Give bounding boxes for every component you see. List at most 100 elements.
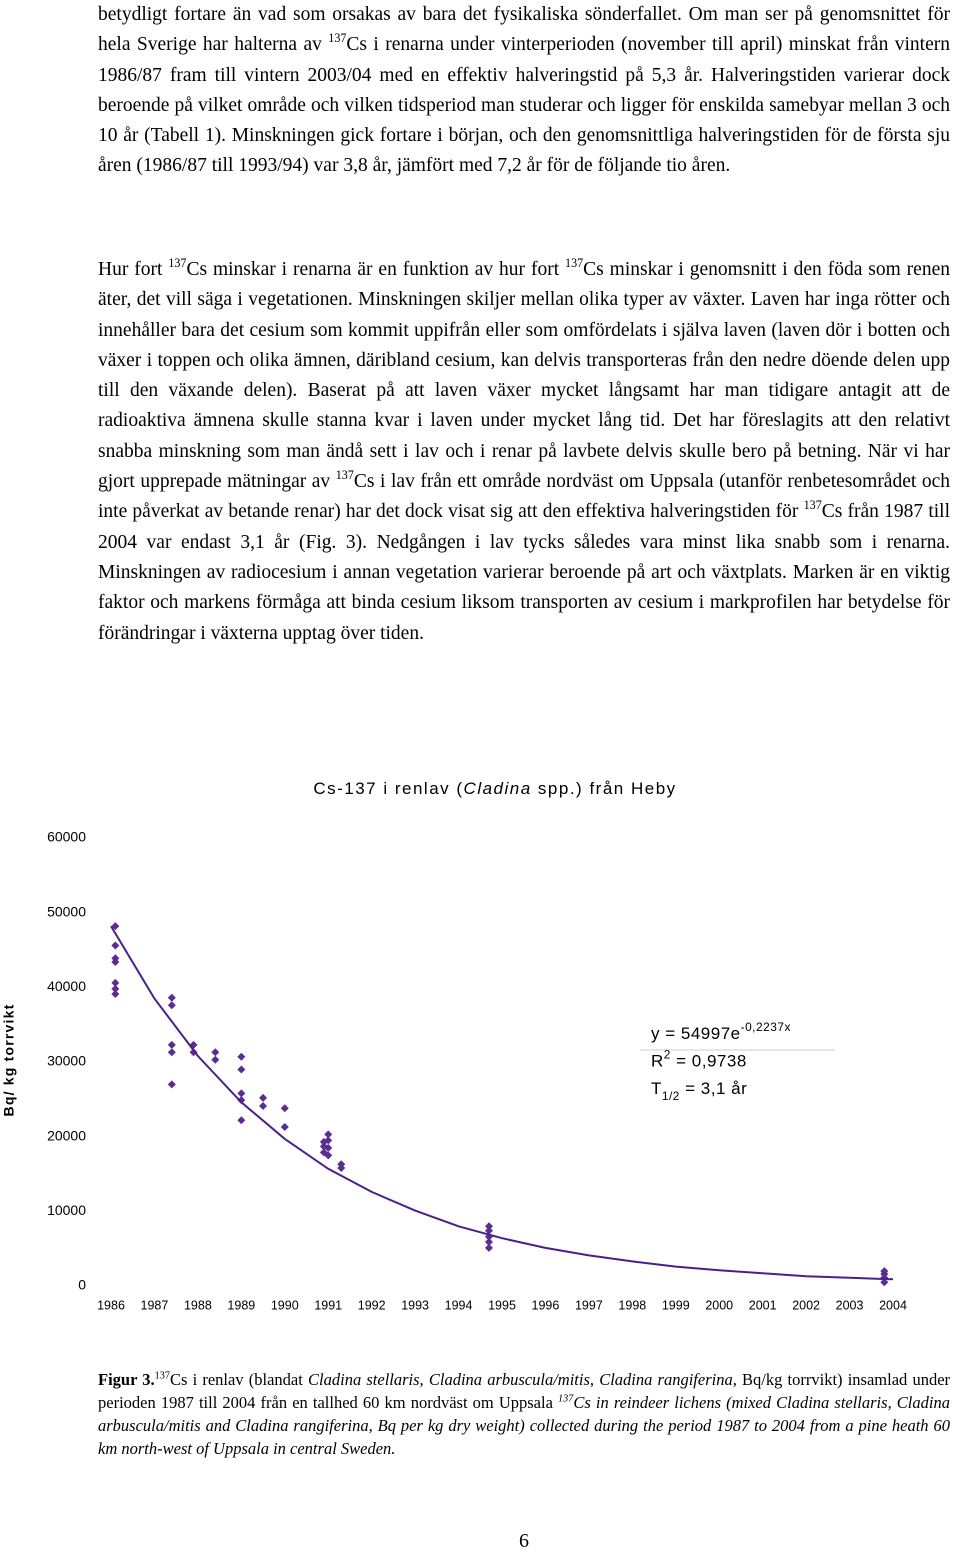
data-point — [880, 1278, 889, 1287]
text-run: Cs-137 i renlav ( — [313, 779, 463, 798]
text-run: 137 — [328, 31, 347, 46]
x-tick-label: 1990 — [271, 1298, 299, 1312]
text-run: Cladina rangiferina — [599, 1370, 733, 1389]
text-run: 2 — [664, 1048, 671, 1062]
text-run: T — [651, 1079, 662, 1098]
y-tick-label: 10000 — [47, 1202, 86, 1218]
y-tick-label: 60000 — [47, 829, 86, 845]
x-tick-label: 1988 — [184, 1298, 212, 1312]
data-point — [111, 984, 120, 993]
text-run: Figur 3. — [98, 1370, 155, 1389]
data-point — [237, 1065, 246, 1074]
text-run: Hur fort — [98, 259, 169, 280]
x-tick-label: 1993 — [401, 1298, 429, 1312]
paragraph: Hur fort 137Cs minskar i renarna är en f… — [98, 255, 950, 649]
data-point — [167, 1080, 176, 1089]
data-point — [237, 1096, 246, 1105]
text-run: R — [651, 1052, 664, 1071]
data-point — [111, 978, 120, 987]
text-run: 1/2 — [662, 1089, 680, 1103]
text-run: Cs i renlav (blandat — [170, 1370, 309, 1389]
text-run: Cs in reindeer lichens (mixed Cladina st… — [98, 1393, 950, 1458]
data-point — [484, 1243, 493, 1252]
data-point — [167, 1040, 176, 1049]
text-run: Cladina — [464, 779, 532, 798]
text-run: spp.) från Heby — [532, 779, 677, 798]
data-point — [167, 1048, 176, 1057]
text-run: Cs minskar i genomsnitt i den föda som r… — [98, 259, 950, 493]
annotation-line: R2 = 0,9738 — [651, 1048, 747, 1071]
data-point — [237, 1052, 246, 1061]
x-tick-label: 1997 — [575, 1298, 603, 1312]
text-run: Cs i lav från ett område nordväst om Upp… — [98, 471, 951, 523]
data-point — [319, 1137, 328, 1146]
data-point — [211, 1048, 220, 1057]
data-point — [111, 922, 120, 931]
text-run: 137 — [558, 1393, 574, 1405]
x-tick-label: 1994 — [445, 1298, 473, 1312]
x-tick-label: 1996 — [532, 1298, 560, 1312]
x-tick-label: 2003 — [836, 1298, 864, 1312]
x-tick-label: 1995 — [488, 1298, 516, 1312]
text-run: y = 54997e — [651, 1024, 741, 1043]
text-run: 137 — [803, 498, 822, 513]
text-run: , — [589, 1370, 600, 1389]
x-tick-label: 2000 — [705, 1298, 733, 1312]
data-point — [111, 957, 120, 966]
x-tick-label: 2001 — [749, 1298, 777, 1312]
text-run: 137 — [168, 256, 187, 271]
chart-title: Cs-137 i renlav (Cladina spp.) från Heby — [313, 779, 676, 798]
y-tick-label: 30000 — [47, 1053, 86, 1069]
text-run: 137 — [335, 468, 354, 483]
data-point — [237, 1116, 246, 1125]
data-point — [280, 1122, 289, 1131]
annotation-line: y = 54997e-0,2237x — [651, 1020, 791, 1043]
caption: Figur 3.137Cs i renlav (blandat Cladina … — [98, 1368, 950, 1460]
data-point — [337, 1164, 346, 1173]
fit-curve — [110, 925, 894, 1281]
y-axis-label: Bq/ kg torrvikt — [1, 1004, 17, 1117]
data-point — [324, 1136, 333, 1145]
data-point — [111, 941, 120, 950]
y-tick-label: 20000 — [47, 1127, 86, 1143]
data-point — [484, 1222, 493, 1231]
data-point — [484, 1232, 493, 1241]
x-tick-label: 2004 — [879, 1298, 907, 1312]
x-tick-label: 1998 — [618, 1298, 646, 1312]
x-tick-label: 1987 — [141, 1298, 169, 1312]
data-point — [280, 1104, 289, 1113]
text-run: -0,2237x — [741, 1020, 791, 1034]
x-tick-label: 2002 — [792, 1298, 820, 1312]
text-run: betydligt fortare än vad som orsakas av … — [98, 4, 950, 56]
text-run: = 3,1 år — [680, 1079, 747, 1098]
data-point — [211, 1055, 220, 1064]
data-point — [324, 1143, 333, 1152]
data-point — [324, 1130, 333, 1139]
annotation-line: T1/2 = 3,1 år — [651, 1079, 747, 1103]
data-point — [324, 1151, 333, 1160]
text-run: Cladina arbuscula/mitis — [428, 1370, 590, 1389]
text-run: = 0,9738 — [671, 1052, 747, 1071]
y-tick-label: 40000 — [47, 978, 86, 994]
text-run: , Bq/kg torrvikt) insamlad under periode… — [98, 1370, 951, 1412]
x-tick-label: 1992 — [358, 1298, 386, 1312]
text-run: Cs minskar i renarna är en funktion av h… — [186, 259, 566, 280]
data-point — [484, 1226, 493, 1235]
data-point — [484, 1237, 493, 1246]
text-run: Cs i renarna under vinterperioden (novem… — [98, 34, 950, 177]
chart: Cs-137 i renlav (Cladina spp.) från Heby… — [1, 779, 907, 1312]
data-point — [259, 1102, 268, 1111]
text-run: , — [419, 1370, 429, 1389]
page-number: 6 — [519, 1530, 529, 1552]
data-point — [259, 1093, 268, 1102]
text-run: 137 — [565, 256, 584, 271]
x-tick-label: 1986 — [97, 1298, 125, 1312]
text-run: 137 — [154, 1370, 170, 1382]
text-run: Cs från 1987 till 2004 var endast 3,1 år… — [98, 501, 950, 644]
data-point — [237, 1089, 246, 1098]
y-tick-label: 50000 — [47, 903, 86, 919]
text-run: Cladina stellaris — [308, 1370, 420, 1389]
x-tick-label: 1991 — [314, 1298, 342, 1312]
y-tick-label: 0 — [78, 1277, 86, 1293]
